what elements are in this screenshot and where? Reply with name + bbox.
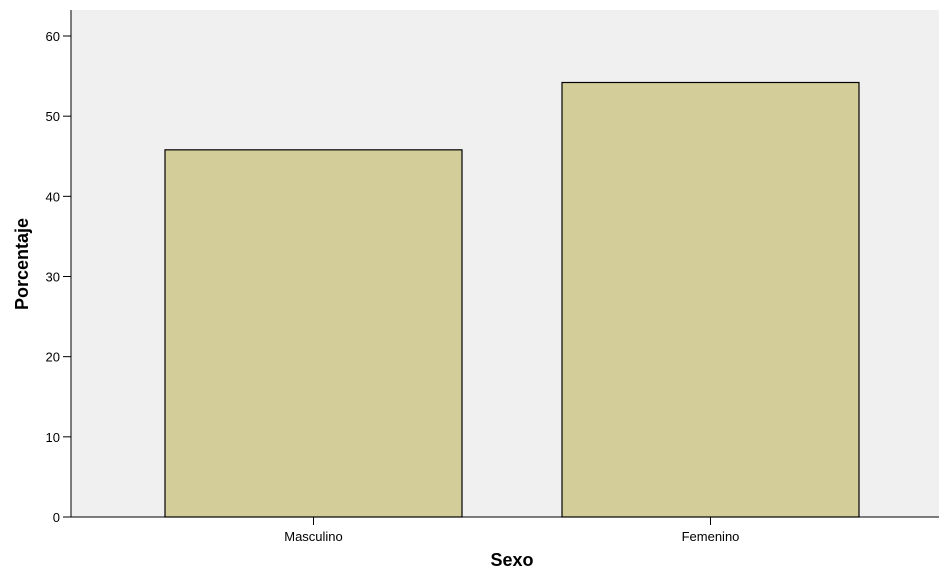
y-tick-label: 30 bbox=[46, 270, 60, 285]
bar-masculino bbox=[164, 149, 463, 518]
y-tick-label: 50 bbox=[46, 109, 60, 124]
y-tick-label: 20 bbox=[46, 350, 60, 365]
x-tick-label: Femenino bbox=[682, 529, 740, 544]
x-axis-title: Sexo bbox=[490, 550, 533, 570]
y-tick-label: 0 bbox=[53, 510, 60, 525]
x-tick-label: Masculino bbox=[284, 529, 343, 544]
y-axis-ticks: 0 10 20 30 40 50 60 bbox=[46, 29, 71, 525]
bars-layer bbox=[164, 81, 860, 518]
x-axis-ticks: Masculino Femenino bbox=[284, 517, 739, 544]
bar-femenino bbox=[561, 81, 860, 518]
y-tick-label: 10 bbox=[46, 430, 60, 445]
y-tick-label: 40 bbox=[46, 189, 60, 204]
y-tick-label: 60 bbox=[46, 29, 60, 44]
y-axis-title: Porcentaje bbox=[12, 218, 32, 310]
